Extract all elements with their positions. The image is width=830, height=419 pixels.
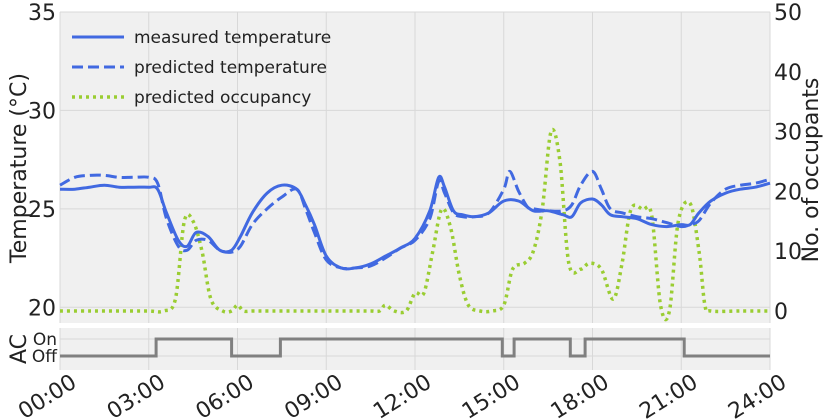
y-right-tick-label: 40	[774, 61, 802, 86]
x-axis-ticks: 00:00 03:00 06:00 09:00 12:00 15:00 18:00 21:00…	[14, 370, 791, 419]
ac-state-line	[60, 337, 770, 358]
x-tick-label: 24:00	[724, 370, 791, 419]
y-right-tick-label: 50	[774, 1, 802, 26]
y-left-tick-label: 30	[28, 99, 56, 124]
y-axis-left-ticks: 20 25 30 35	[28, 1, 56, 321]
y-right-tick-label: 0	[774, 300, 788, 325]
measured-temperature-line	[59, 174, 771, 271]
y-left-tick-label: 20	[28, 296, 56, 321]
y-axis-right-label: No. of occupants	[799, 78, 824, 263]
y-right-tick-label: 10	[774, 240, 802, 265]
y-axis-left-label: Temperature (°C)	[7, 73, 32, 264]
ac-on-label: On	[33, 330, 57, 350]
legend: measured temperature predicted temperatu…	[72, 28, 331, 108]
series-lines	[59, 127, 771, 358]
legend-occupancy-label: predicted occupancy	[134, 88, 311, 108]
x-tick-label: 21:00	[635, 370, 702, 419]
x-tick-label: 09:00	[280, 370, 347, 419]
occupancy-line	[60, 127, 770, 322]
y-right-tick-label: 20	[774, 180, 802, 205]
x-tick-label: 12:00	[369, 370, 436, 419]
legend-predicted-label: predicted temperature	[134, 58, 327, 78]
ac-axis-label: AC	[7, 334, 32, 364]
x-tick-label: 06:00	[192, 370, 259, 419]
legend-measured-label: measured temperature	[134, 28, 331, 48]
main-grid	[59, 11, 771, 323]
y-axis-right-ticks: 0 10 20 30 40 50	[774, 1, 802, 325]
ac-off-label: Off	[32, 347, 58, 367]
y-left-tick-label: 35	[28, 1, 56, 26]
y-left-tick-label: 25	[28, 198, 56, 223]
x-tick-label: 00:00	[14, 370, 81, 419]
x-tick-label: 03:00	[103, 370, 170, 419]
x-tick-label: 18:00	[547, 370, 614, 419]
x-tick-label: 15:00	[458, 370, 525, 419]
y-right-tick-label: 30	[774, 121, 802, 146]
